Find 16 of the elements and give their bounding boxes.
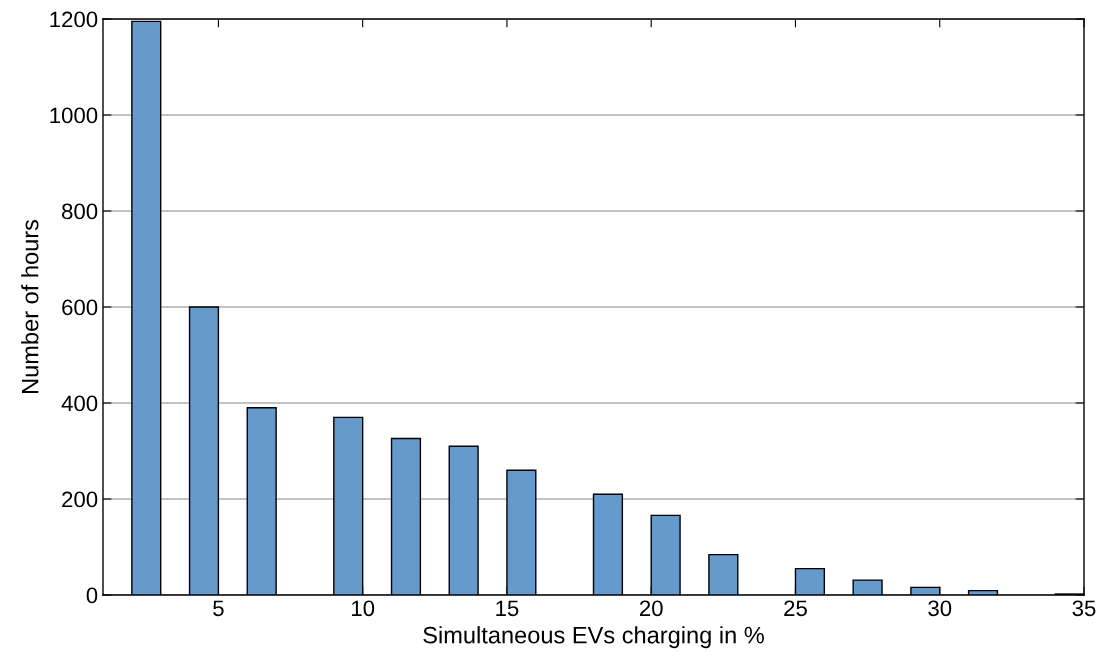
x-tick-label: 25 (784, 600, 807, 617)
y-axis-title: Number of hours (21, 219, 39, 393)
y-tick-label: 0 (86, 587, 98, 604)
x-tick-label: 35 (1072, 600, 1096, 617)
x-tick-label: 20 (639, 600, 663, 617)
x-tick-label: 15 (496, 600, 519, 617)
y-tick-label: 1200 (50, 11, 98, 28)
y-tick-label: 1000 (50, 107, 98, 124)
y-tick-label: 600 (62, 299, 98, 316)
y-tick-label: 200 (62, 491, 98, 508)
x-axis-title: Simultaneous EVs charging in % (423, 626, 764, 649)
x-tick-label: 10 (352, 600, 375, 617)
x-tick-label: 30 (928, 600, 952, 617)
x-tick-label: 5 (213, 600, 224, 617)
y-tick-label: 400 (61, 395, 98, 412)
y-tick-label: 800 (62, 203, 98, 220)
